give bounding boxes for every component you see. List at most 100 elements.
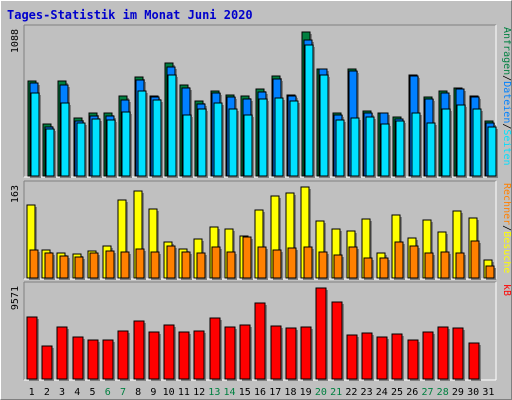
x-tick-label-day-20: 20: [315, 387, 327, 398]
bar-bottom-kb-day-13: [209, 317, 221, 380]
x-tick-label-day-23: 23: [361, 387, 373, 398]
x-tick-label-day-1: 1: [29, 387, 35, 398]
legend-label: Besuche: [501, 231, 511, 273]
page-title: Tages-Statistik im Monat Juni 2020: [7, 8, 253, 22]
bar-top-seiten-day-24: [380, 123, 390, 177]
bar-middle-rechner-day-19: [303, 246, 313, 279]
x-tick-label-day-15: 15: [239, 387, 251, 398]
bar-top-seiten-day-18: [289, 100, 299, 177]
bar-bottom-kb-day-8: [133, 320, 145, 380]
bar-top-seiten-day-16: [258, 98, 268, 177]
bar-middle-rechner-day-17: [272, 249, 282, 279]
bar-top-seiten-day-10: [167, 74, 177, 177]
bar-middle-rechner-day-12: [196, 252, 206, 279]
bar-bottom-kb-day-7: [117, 330, 129, 380]
bar-top-seiten-day-26: [411, 112, 421, 177]
x-tick-label-day-26: 26: [406, 387, 418, 398]
x-tick-label-day-24: 24: [376, 387, 388, 398]
bar-middle-rechner-day-21: [333, 254, 343, 279]
bar-bottom-kb-day-5: [87, 339, 99, 380]
bar-top-seiten-day-12: [197, 108, 207, 177]
bar-bottom-kb-day-23: [361, 332, 373, 380]
bar-bottom-kb-day-2: [41, 345, 53, 380]
bar-bottom-kb-day-1: [26, 316, 38, 380]
legend-label: /: [501, 123, 511, 129]
bar-top-seiten-day-13: [213, 102, 223, 177]
bar-middle-rechner-day-2: [44, 252, 54, 279]
bar-bottom-kb-day-3: [56, 326, 68, 380]
bar-middle-rechner-day-29: [455, 252, 465, 279]
bar-top-seiten-day-17: [274, 97, 284, 177]
bar-top-seiten-day-30: [472, 108, 482, 177]
bar-top-seiten-day-23: [365, 116, 375, 177]
x-tick-label-day-16: 16: [254, 387, 266, 398]
bar-middle-rechner-day-18: [287, 247, 297, 279]
bar-middle-rechner-day-10: [166, 245, 176, 279]
bar-middle-rechner-day-11: [181, 251, 191, 279]
bar-middle-rechner-day-20: [318, 251, 328, 279]
bar-middle-rechner-day-22: [348, 246, 358, 279]
legend-label: kB: [501, 284, 511, 296]
bar-top-seiten-day-21: [335, 119, 345, 177]
series-legend: Rechner/Besuche: [501, 183, 511, 273]
bar-top-seiten-day-3: [60, 102, 70, 177]
x-tick-label-day-27: 27: [421, 387, 433, 398]
bar-middle-rechner-day-6: [105, 250, 115, 279]
bar-top-seiten-day-27: [426, 122, 436, 177]
bar-bottom-kb-day-27: [422, 331, 434, 380]
bar-middle-rechner-day-23: [363, 257, 373, 279]
bar-bottom-kb-day-19: [300, 326, 312, 380]
x-tick-label-day-3: 3: [59, 387, 65, 398]
x-tick-label-day-9: 9: [150, 387, 156, 398]
x-tick-label-day-6: 6: [105, 387, 111, 398]
bar-top-seiten-day-5: [91, 118, 101, 177]
bar-top-seiten-day-8: [137, 90, 147, 177]
x-tick-label-day-14: 14: [224, 387, 236, 398]
y-max-label: 9571: [10, 286, 21, 310]
bar-middle-rechner-day-9: [150, 251, 160, 279]
bar-middle-rechner-day-3: [59, 255, 69, 279]
bar-bottom-kb-day-26: [407, 339, 419, 380]
bar-bottom-kb-day-25: [391, 333, 403, 380]
bar-middle-rechner-day-30: [470, 240, 480, 279]
bar-bottom-kb-day-30: [468, 342, 480, 380]
bar-top-seiten-day-14: [228, 108, 238, 177]
bar-middle-rechner-day-8: [135, 248, 145, 279]
x-tick-label-day-28: 28: [437, 387, 449, 398]
x-tick-label-day-30: 30: [467, 387, 479, 398]
bar-bottom-kb-day-9: [148, 331, 160, 380]
x-tick-label-day-4: 4: [74, 387, 80, 398]
x-tick-label-day-10: 10: [163, 387, 175, 398]
legend-label: /: [501, 75, 511, 81]
bar-top-seiten-day-7: [121, 111, 131, 177]
bar-top-seiten-day-1: [30, 92, 40, 177]
bar-middle-rechner-day-5: [89, 252, 99, 279]
bar-middle-rechner-day-24: [379, 257, 389, 279]
x-tick-label-day-12: 12: [193, 387, 205, 398]
bar-bottom-kb-day-10: [163, 324, 175, 380]
bar-bottom-kb-day-4: [72, 336, 84, 380]
bar-top-seiten-day-15: [243, 114, 253, 177]
bar-top-seiten-day-31: [487, 126, 497, 177]
bar-bottom-kb-day-12: [193, 330, 205, 380]
legend-label: Anfragen: [501, 27, 511, 75]
x-tick-label-day-21: 21: [330, 387, 342, 398]
bar-middle-rechner-day-1: [29, 249, 39, 279]
bar-top-seiten-day-28: [441, 108, 451, 177]
x-tick-label-day-5: 5: [90, 387, 96, 398]
legend-label: Rechner: [501, 183, 511, 225]
bar-top-seiten-day-25: [395, 120, 405, 177]
bar-middle-rechner-day-25: [394, 241, 404, 279]
x-tick-label-day-29: 29: [452, 387, 464, 398]
x-tick-label-day-22: 22: [345, 387, 357, 398]
bar-bottom-kb-day-17: [270, 325, 282, 380]
bar-bottom-kb-day-14: [224, 326, 236, 380]
series-legend: kB: [501, 284, 511, 296]
bar-top-seiten-day-29: [456, 104, 466, 177]
x-tick-label-day-31: 31: [482, 387, 494, 398]
x-tick-label-day-17: 17: [269, 387, 281, 398]
y-max-label: 1088: [10, 29, 21, 53]
bar-middle-rechner-day-14: [226, 251, 236, 279]
bar-bottom-kb-day-29: [452, 327, 464, 380]
